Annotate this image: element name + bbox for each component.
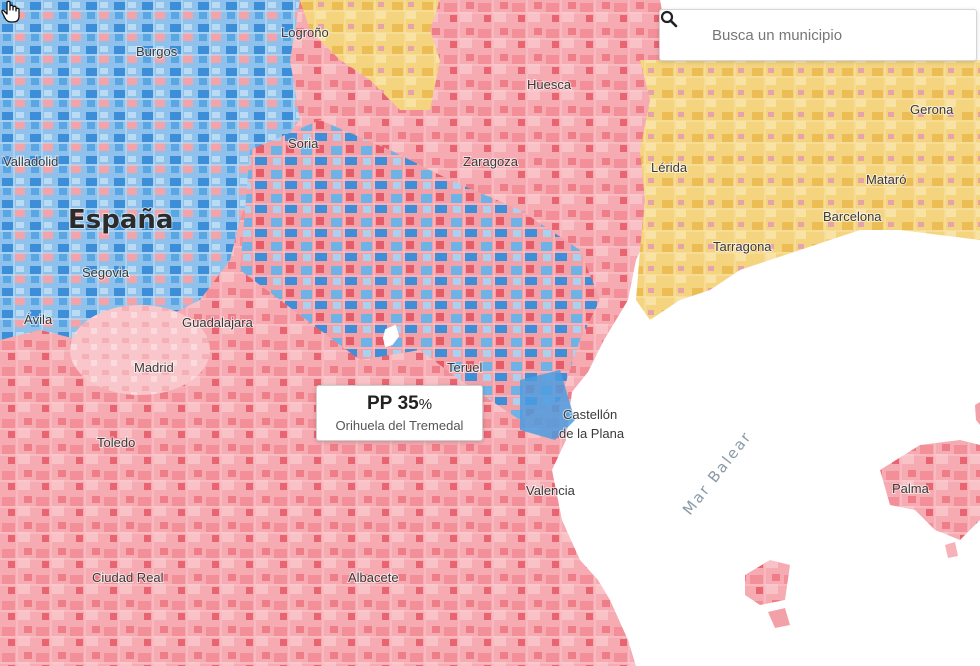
city-label: Castellón: [563, 407, 617, 422]
city-label: Burgos: [136, 44, 178, 59]
city-label: Barcelona: [823, 209, 882, 224]
city-labels: Burgos Logroño Huesca Gerona Soria Zaragoza Va…: [2, 24, 955, 586]
search-icon[interactable]: [660, 10, 710, 60]
tooltip-unit: %: [418, 396, 433, 413]
city-label: de la Plana: [559, 426, 625, 441]
region-south-patch: [520, 370, 575, 440]
city-label: Valladolid: [3, 154, 58, 169]
city-label: Lérida: [651, 160, 688, 175]
tooltip-result: PP 35%: [317, 393, 482, 415]
city-label: Ciudad Real: [92, 570, 164, 585]
island-cabrera: [945, 542, 958, 558]
island-ibiza: [745, 560, 790, 605]
search-input[interactable]: [710, 25, 954, 45]
island-formentera: [768, 608, 790, 628]
city-label: Palma: [892, 481, 930, 496]
search-box[interactable]: [659, 9, 977, 61]
city-label: Guadalajara: [182, 315, 254, 330]
sea-label: Mar Balear: [679, 428, 756, 519]
city-label: Huesca: [527, 77, 572, 92]
hovered-municipality-outline: [382, 324, 400, 348]
region-northwest-blue: [0, 0, 300, 340]
city-label: Soria: [288, 136, 319, 151]
city-label: Ávila: [24, 312, 53, 327]
region-central-mixed: [240, 120, 600, 420]
city-label: Mataró: [866, 172, 906, 187]
region-north: [300, 0, 440, 110]
city-label: Segovia: [82, 265, 130, 280]
region-madrid: [70, 305, 210, 395]
city-label: Teruel: [447, 360, 483, 375]
city-label: Zaragoza: [463, 154, 519, 169]
city-label: Albacete: [348, 570, 399, 585]
city-label: Valencia: [526, 483, 576, 498]
tooltip-municipality: Orihuela del Tremedal: [335, 418, 464, 433]
island-menorca: [975, 402, 980, 425]
tooltip-party: PP: [366, 393, 393, 414]
region-catalonia: [636, 60, 980, 320]
city-label: Madrid: [134, 360, 174, 375]
tooltip-value: 35: [397, 393, 419, 414]
city-label: Gerona: [910, 102, 954, 117]
hand-pointer-icon: [1, 0, 20, 23]
country-label: España: [68, 205, 173, 235]
island-mallorca: [880, 440, 980, 540]
municipality-tooltip: PP 35% Orihuela del Tremedal: [316, 385, 483, 441]
city-label: Tarragona: [713, 239, 772, 254]
city-label: Logroño: [281, 25, 329, 40]
city-label: Toledo: [97, 435, 135, 450]
